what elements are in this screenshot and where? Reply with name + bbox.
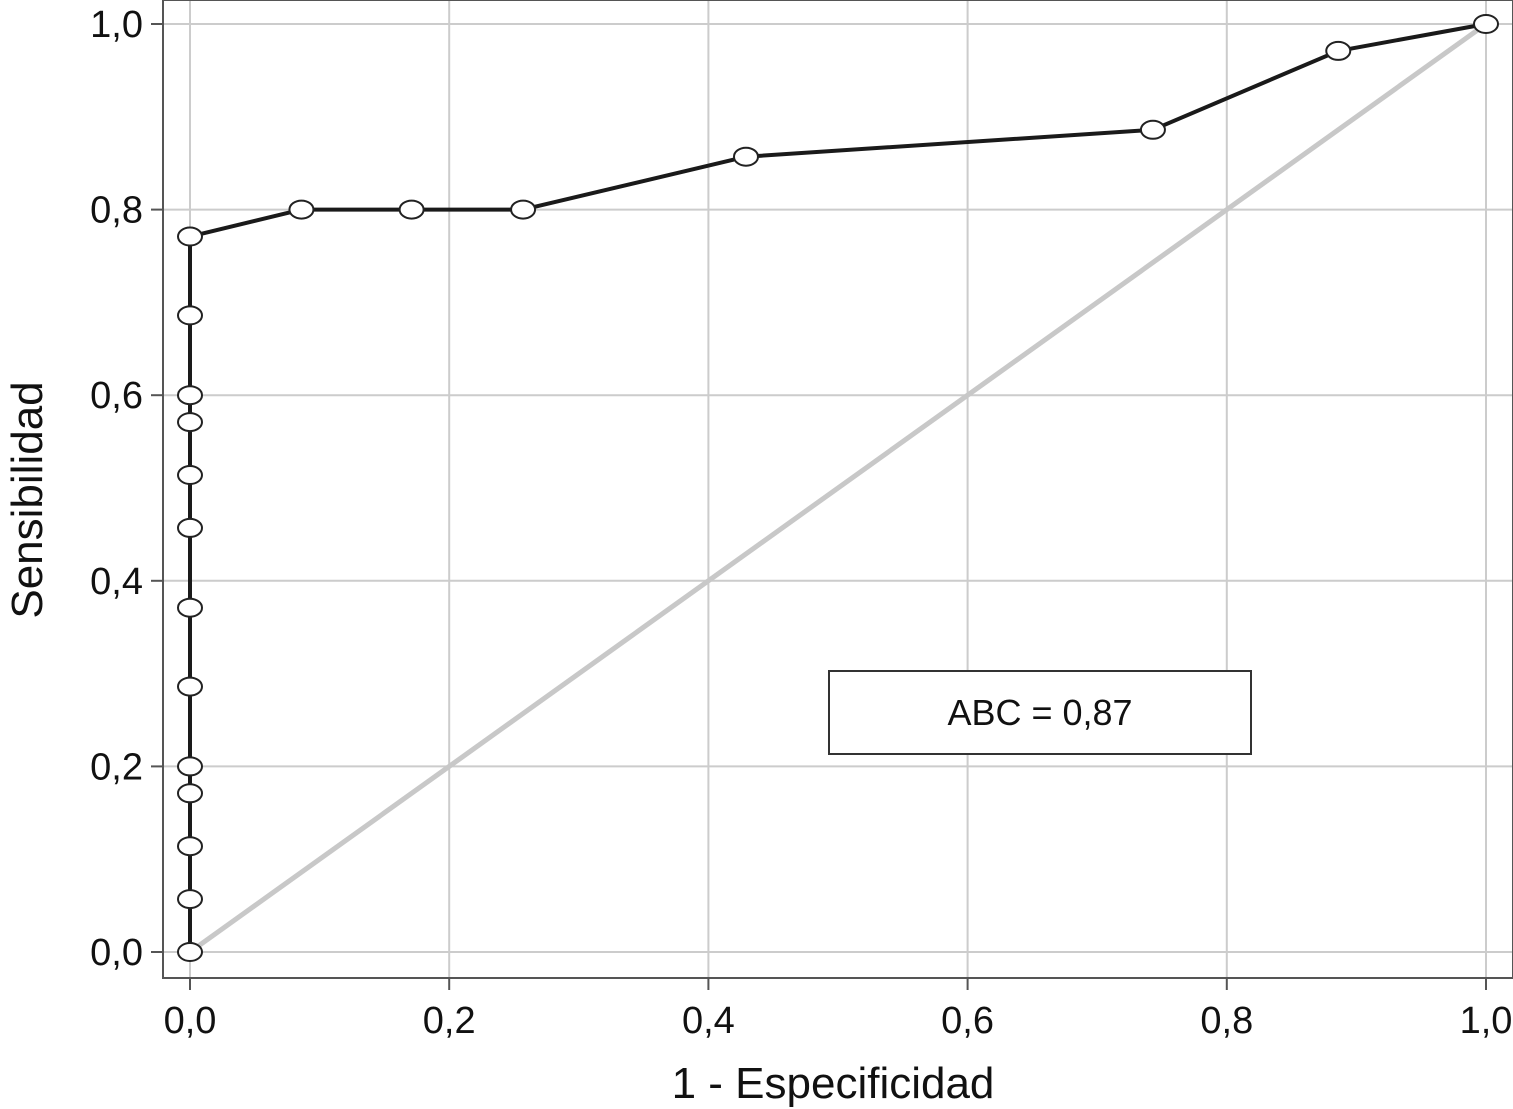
y-tick-label: 0,0 xyxy=(90,932,143,974)
x-tick-label: 1,0 xyxy=(1460,1000,1513,1042)
x-tick-label: 0,2 xyxy=(423,1000,476,1042)
annotation-text: ABC = 0,87 xyxy=(947,692,1132,733)
y-tick-label: 1,0 xyxy=(90,4,143,46)
annotation-frame xyxy=(828,670,1252,755)
roc-point xyxy=(732,146,759,167)
roc-point xyxy=(177,597,203,618)
roc-point xyxy=(510,199,537,220)
roc-point xyxy=(177,305,203,326)
roc-point xyxy=(177,465,203,486)
roc-point xyxy=(1325,40,1352,61)
y-tick-label: 0,4 xyxy=(90,561,143,603)
roc-point xyxy=(177,385,203,406)
y-tick-label: 0,2 xyxy=(90,746,143,788)
roc-point xyxy=(177,783,203,804)
roc-point xyxy=(177,412,203,433)
x-tick-label: 0,8 xyxy=(1200,1000,1253,1042)
roc-point xyxy=(398,199,425,220)
x-tick-label: 0,0 xyxy=(164,1000,217,1042)
roc-point xyxy=(177,226,203,247)
y-axis-title: Sensibilidad xyxy=(3,381,52,618)
series-layer xyxy=(177,14,1499,962)
annotation-box: ABC = 0,87 xyxy=(828,670,1252,755)
y-tick-label: 0,6 xyxy=(90,375,143,417)
y-tick-label: 0,8 xyxy=(90,190,143,232)
x-tick-label: 0,4 xyxy=(682,1000,735,1042)
roc-point xyxy=(288,199,315,220)
plot-area xyxy=(162,0,1513,979)
roc-point xyxy=(177,942,203,962)
roc-point xyxy=(1473,14,1499,34)
roc-point xyxy=(177,756,203,777)
roc-point xyxy=(177,517,203,538)
roc-point xyxy=(1139,119,1166,140)
roc-point xyxy=(177,836,203,857)
roc-point xyxy=(177,676,203,697)
x-tick-label: 0,6 xyxy=(941,1000,994,1042)
roc-point xyxy=(177,889,203,910)
x-axis-title: 1 - Especificidad xyxy=(672,1059,995,1108)
reference-diagonal-line xyxy=(188,21,1488,955)
axis-ticks: 0,0 0,2 0,4 0,6 0,8 1,0 0,0 0,2 0,4 0,6 0,8 1,0 xyxy=(90,4,1512,1042)
